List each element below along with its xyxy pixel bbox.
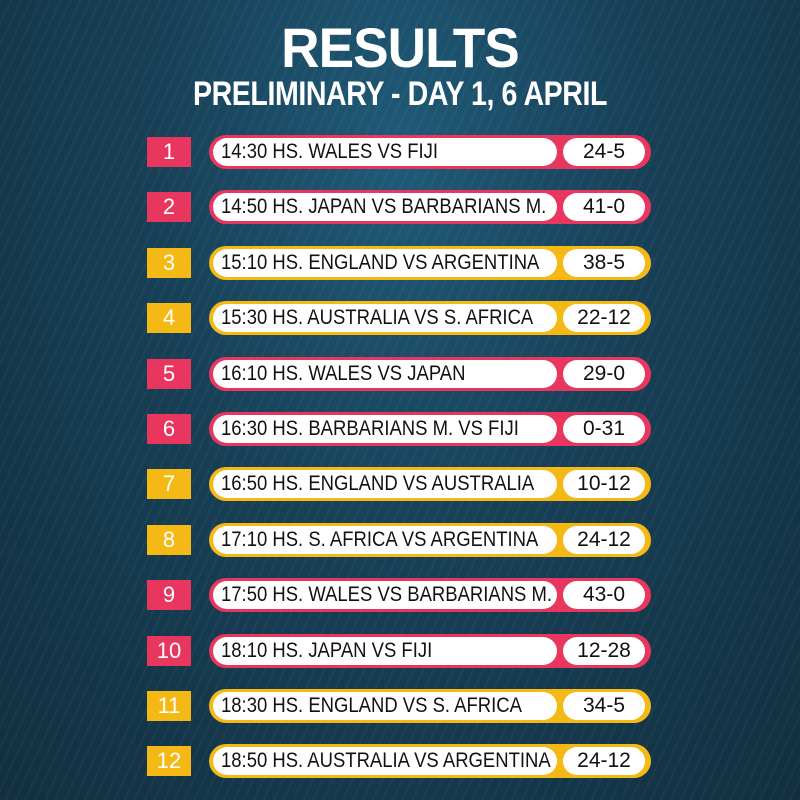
match-label: 18:30 HS. ENGLAND VS S. AFRICA — [221, 694, 522, 717]
result-row: 10 18:10 HS. JAPAN VS FIJI 12-28 — [0, 633, 800, 668]
match-info: 18:30 HS. ENGLAND VS S. AFRICA — [213, 692, 557, 720]
result-row: 4 15:30 HS. AUSTRALIA VS S. AFRICA 22-12 — [0, 301, 800, 336]
result-row: 9 17:50 HS. WALES VS BARBARIANS M. 43-0 — [0, 578, 800, 613]
match-info: 17:50 HS. WALES VS BARBARIANS M. — [213, 581, 557, 610]
result-pill: 14:30 HS. WALES VS FIJI 24-5 — [209, 135, 651, 169]
result-pill: 16:50 HS. ENGLAND VS AUSTRALIA 10-12 — [209, 467, 651, 502]
match-number: 1 — [147, 137, 191, 167]
result-pill: 15:10 HS. ENGLAND VS ARGENTINA 38-5 — [209, 245, 651, 280]
match-number: 2 — [147, 192, 191, 223]
match-number: 11 — [147, 691, 191, 721]
match-label: 17:10 HS. S. AFRICA VS ARGENTINA — [221, 527, 539, 551]
match-label: 16:50 HS. ENGLAND VS AUSTRALIA — [221, 472, 535, 496]
match-number: 10 — [147, 635, 191, 666]
match-label: 15:30 HS. AUSTRALIA VS S. AFRICA — [221, 306, 534, 330]
match-score: 38-5 — [563, 248, 645, 277]
match-label: 14:50 HS. JAPAN VS BARBARIANS M. — [221, 195, 547, 219]
result-row: 8 17:10 HS. S. AFRICA VS ARGENTINA 24-12 — [0, 522, 800, 557]
match-info: 16:50 HS. ENGLAND VS AUSTRALIA — [213, 470, 557, 499]
match-number: 8 — [147, 524, 191, 555]
match-label: 14:30 HS. WALES VS FIJI — [221, 140, 439, 163]
match-label: 17:50 HS. WALES VS BARBARIANS M. — [221, 583, 553, 607]
page-title: RESULTS — [281, 16, 520, 79]
result-pill: 14:50 HS. JAPAN VS BARBARIANS M. 41-0 — [209, 190, 651, 225]
match-info: 18:50 HS. AUSTRALIA VS ARGENTINA — [213, 747, 557, 776]
match-info: 15:10 HS. ENGLAND VS ARGENTINA — [213, 248, 557, 277]
match-number: 6 — [147, 414, 191, 444]
match-info: 16:10 HS. WALES VS JAPAN — [213, 359, 557, 388]
match-label: 16:10 HS. WALES VS JAPAN — [221, 361, 466, 385]
result-row: 1 14:30 HS. WALES VS FIJI 24-5 — [0, 135, 800, 169]
match-info: 15:30 HS. AUSTRALIA VS S. AFRICA — [213, 304, 557, 333]
result-pill: 18:50 HS. AUSTRALIA VS ARGENTINA 24-12 — [209, 744, 651, 779]
match-score: 24-12 — [563, 747, 645, 776]
match-number: 9 — [147, 580, 191, 611]
match-score: 24-5 — [563, 138, 645, 166]
match-score: 43-0 — [563, 581, 645, 610]
result-pill: 16:30 HS. BARBARIANS M. VS FIJI 0-31 — [209, 412, 651, 446]
match-label: 15:10 HS. ENGLAND VS ARGENTINA — [221, 250, 540, 274]
result-row: 5 16:10 HS. WALES VS JAPAN 29-0 — [0, 356, 800, 391]
result-pill: 16:10 HS. WALES VS JAPAN 29-0 — [209, 356, 651, 391]
result-row: 11 18:30 HS. ENGLAND VS S. AFRICA 34-5 — [0, 689, 800, 723]
match-score: 22-12 — [563, 304, 645, 333]
match-score: 10-12 — [563, 470, 645, 499]
match-score: 0-31 — [563, 415, 645, 443]
match-score: 41-0 — [563, 193, 645, 222]
result-row: 2 14:50 HS. JAPAN VS BARBARIANS M. 41-0 — [0, 190, 800, 225]
match-score: 12-28 — [563, 636, 645, 665]
match-number: 4 — [147, 303, 191, 334]
match-score: 24-12 — [563, 525, 645, 554]
result-pill: 18:10 HS. JAPAN VS FIJI 12-28 — [209, 633, 651, 668]
match-info: 14:30 HS. WALES VS FIJI — [213, 138, 557, 166]
page-subtitle: PRELIMINARY - DAY 1, 6 APRIL — [192, 75, 608, 113]
result-pill: 17:50 HS. WALES VS BARBARIANS M. 43-0 — [209, 578, 651, 613]
result-row: 6 16:30 HS. BARBARIANS M. VS FIJI 0-31 — [0, 412, 800, 446]
match-label: 18:50 HS. AUSTRALIA VS ARGENTINA — [221, 749, 551, 773]
result-row: 7 16:50 HS. ENGLAND VS AUSTRALIA 10-12 — [0, 467, 800, 502]
match-info: 17:10 HS. S. AFRICA VS ARGENTINA — [213, 525, 557, 554]
match-info: 18:10 HS. JAPAN VS FIJI — [213, 636, 557, 665]
match-number: 3 — [147, 247, 191, 278]
match-info: 16:30 HS. BARBARIANS M. VS FIJI — [213, 415, 557, 443]
result-row: 12 18:50 HS. AUSTRALIA VS ARGENTINA 24-1… — [0, 744, 800, 779]
match-label: 16:30 HS. BARBARIANS M. VS FIJI — [221, 417, 519, 440]
result-pill: 17:10 HS. S. AFRICA VS ARGENTINA 24-12 — [209, 522, 651, 557]
result-pill: 15:30 HS. AUSTRALIA VS S. AFRICA 22-12 — [209, 301, 651, 336]
match-score: 34-5 — [563, 692, 645, 720]
match-number: 7 — [147, 469, 191, 500]
match-number: 12 — [147, 746, 191, 777]
match-label: 18:10 HS. JAPAN VS FIJI — [221, 638, 433, 662]
match-info: 14:50 HS. JAPAN VS BARBARIANS M. — [213, 193, 557, 222]
result-row: 3 15:10 HS. ENGLAND VS ARGENTINA 38-5 — [0, 245, 800, 280]
match-score: 29-0 — [563, 359, 645, 388]
match-number: 5 — [147, 358, 191, 389]
result-pill: 18:30 HS. ENGLAND VS S. AFRICA 34-5 — [209, 689, 651, 723]
